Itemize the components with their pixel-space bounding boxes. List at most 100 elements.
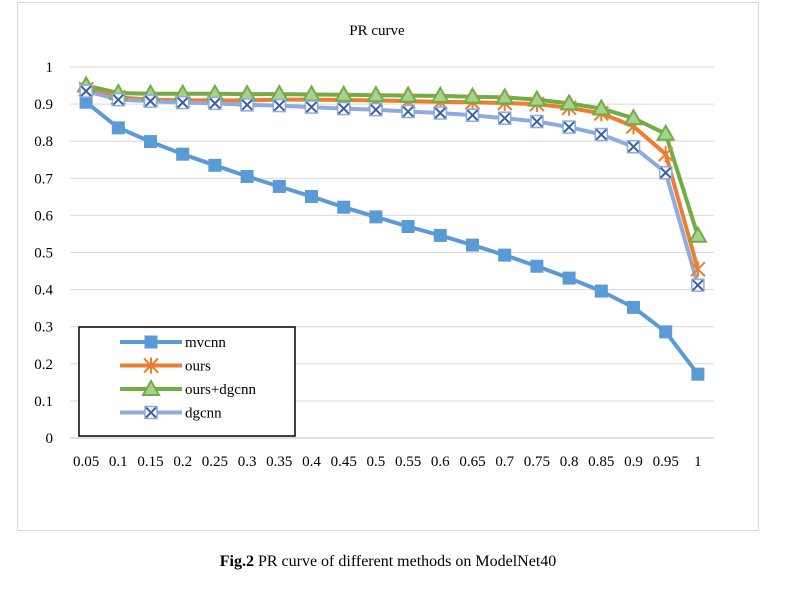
data-point-mvcnn-shape bbox=[627, 300, 640, 314]
data-point-ours-dgcnn-shape bbox=[559, 93, 579, 111]
data-point-mvcnn-shape bbox=[337, 200, 351, 214]
legend-marker-cross bbox=[145, 406, 157, 419]
x-tick-label: 0.3 bbox=[238, 454, 257, 470]
chart-title: PR curve bbox=[349, 23, 405, 39]
legend-label: ours+dgcnn bbox=[185, 382, 256, 398]
data-point-ours-dgcnn-shape bbox=[591, 98, 612, 116]
data-point-mvcnn-shape bbox=[401, 220, 415, 234]
data-point-dgcnn-cross bbox=[434, 107, 447, 119]
data-point-dgcnn bbox=[272, 98, 287, 113]
data-point-dgcnn-cross bbox=[402, 105, 414, 118]
data-point-dgcnn-cross bbox=[80, 85, 92, 97]
series-line-ours bbox=[85, 87, 700, 270]
data-point-ours-dgcnn-shape bbox=[655, 123, 676, 141]
x-tick-label: 0.85 bbox=[588, 454, 614, 470]
data-point-mvcnn bbox=[530, 259, 544, 273]
data-point-dgcnn bbox=[304, 100, 319, 114]
x-tick-label: 0.05 bbox=[73, 454, 99, 470]
pr-curve-chart: PR curve 0 0.1 0.2 0.3 0.4 0.5 0.6 0.7 0.8 0.9 1 0.0… bbox=[34, 23, 714, 470]
chart-frame bbox=[17, 2, 759, 531]
x-tick-label: 0.15 bbox=[137, 454, 163, 470]
data-point-mvcnn-shape bbox=[240, 169, 254, 183]
x-tick-label: 0.55 bbox=[395, 454, 421, 470]
data-point-mvcnn bbox=[208, 158, 222, 172]
data-point-ours-dgcnn-shape bbox=[462, 86, 483, 104]
data-point-ours-shape bbox=[690, 261, 706, 278]
x-tick-label: 1 bbox=[694, 454, 702, 470]
data-point-dgcnn bbox=[401, 104, 415, 119]
data-point-mvcnn-shape bbox=[208, 158, 222, 172]
data-point-ours-dgcnn bbox=[688, 225, 708, 243]
data-point-mvcnn bbox=[111, 121, 125, 135]
data-point-dgcnn-cross bbox=[595, 128, 608, 141]
data-point-dgcnn-cross bbox=[498, 112, 511, 124]
data-point-mvcnn-shape bbox=[176, 147, 190, 161]
data-point-dgcnn bbox=[79, 84, 93, 98]
x-tick-label: 0.8 bbox=[560, 454, 579, 470]
data-point-mvcnn bbox=[176, 147, 190, 161]
x-tick-label: 0.35 bbox=[266, 454, 292, 470]
y-tick-label: 0.4 bbox=[34, 283, 53, 299]
data-point-dgcnn bbox=[626, 140, 641, 154]
data-point-dgcnn bbox=[465, 108, 480, 122]
data-point-dgcnn-cross bbox=[531, 115, 543, 128]
data-point-dgcnn bbox=[111, 92, 126, 107]
legend-label: ours bbox=[185, 359, 211, 375]
data-point-mvcnn bbox=[691, 367, 705, 381]
data-point-dgcnn bbox=[143, 94, 158, 108]
y-tick-label: 0.8 bbox=[34, 134, 53, 150]
data-point-dgcnn-cross bbox=[563, 121, 575, 133]
data-point-dgcnn-cross bbox=[627, 141, 640, 153]
x-tick-label: 0.95 bbox=[653, 454, 679, 470]
x-tick-label: 0.7 bbox=[495, 454, 514, 470]
data-point-mvcnn-shape bbox=[498, 248, 512, 262]
data-point-mvcnn bbox=[466, 238, 479, 252]
legend-label: mvcnn bbox=[185, 335, 226, 351]
data-point-dgcnn-cross bbox=[112, 93, 125, 106]
data-point-mvcnn-shape bbox=[111, 121, 125, 135]
data-point-ours-dgcnn bbox=[430, 85, 451, 103]
data-point-mvcnn-shape bbox=[659, 325, 673, 339]
x-tick-label: 0.75 bbox=[524, 454, 550, 470]
data-point-ours-dgcnn-shape bbox=[333, 84, 354, 102]
data-point-mvcnn-shape bbox=[144, 135, 157, 149]
data-point-ours-dgcnn-shape bbox=[688, 225, 708, 243]
legend-marker-mvcnn bbox=[144, 335, 158, 349]
data-point-ours bbox=[657, 146, 674, 163]
data-point-dgcnn bbox=[562, 120, 576, 134]
data-point-ours-dgcnn bbox=[462, 86, 483, 104]
data-point-mvcnn-shape bbox=[305, 189, 318, 203]
data-point-mvcnn-shape bbox=[433, 228, 447, 242]
data-point-mvcnn bbox=[305, 189, 318, 203]
x-tick-label: 0.25 bbox=[202, 454, 228, 470]
data-point-dgcnn-cross bbox=[209, 97, 221, 110]
data-point-mvcnn-shape bbox=[594, 284, 608, 298]
data-point-ours-dgcnn bbox=[623, 108, 644, 126]
legend-marker-shape bbox=[141, 378, 161, 396]
x-tick-label: 0.4 bbox=[302, 454, 321, 470]
data-point-mvcnn bbox=[498, 248, 512, 262]
data-point-mvcnn bbox=[594, 284, 608, 298]
legend-marker-ours-dgcnn bbox=[141, 378, 161, 396]
data-point-ours-dgcnn-shape bbox=[527, 89, 547, 107]
data-point-ours-dgcnn bbox=[591, 98, 612, 116]
data-point-mvcnn bbox=[272, 179, 286, 193]
data-point-dgcnn-cross bbox=[176, 96, 189, 109]
data-point-dgcnn-cross bbox=[337, 102, 350, 115]
x-tick-label: 0.2 bbox=[173, 454, 192, 470]
data-point-mvcnn-shape bbox=[562, 271, 576, 285]
y-tick-label: 0.2 bbox=[34, 357, 53, 373]
data-point-ours-dgcnn bbox=[494, 87, 515, 105]
data-point-ours-dgcnn bbox=[559, 93, 579, 111]
x-tick-label: 0.6 bbox=[431, 454, 450, 470]
y-tick-label: 0 bbox=[46, 431, 54, 447]
data-point-ours-dgcnn-shape bbox=[494, 87, 515, 105]
data-point-mvcnn bbox=[433, 228, 447, 242]
data-point-ours-dgcnn bbox=[527, 89, 547, 107]
data-point-mvcnn bbox=[144, 135, 157, 149]
data-point-mvcnn-shape bbox=[369, 210, 383, 224]
data-point-mvcnn-shape bbox=[79, 95, 93, 109]
data-point-ours-dgcnn-shape bbox=[430, 85, 451, 103]
data-point-mvcnn-shape bbox=[272, 179, 286, 193]
data-point-dgcnn bbox=[594, 127, 609, 142]
